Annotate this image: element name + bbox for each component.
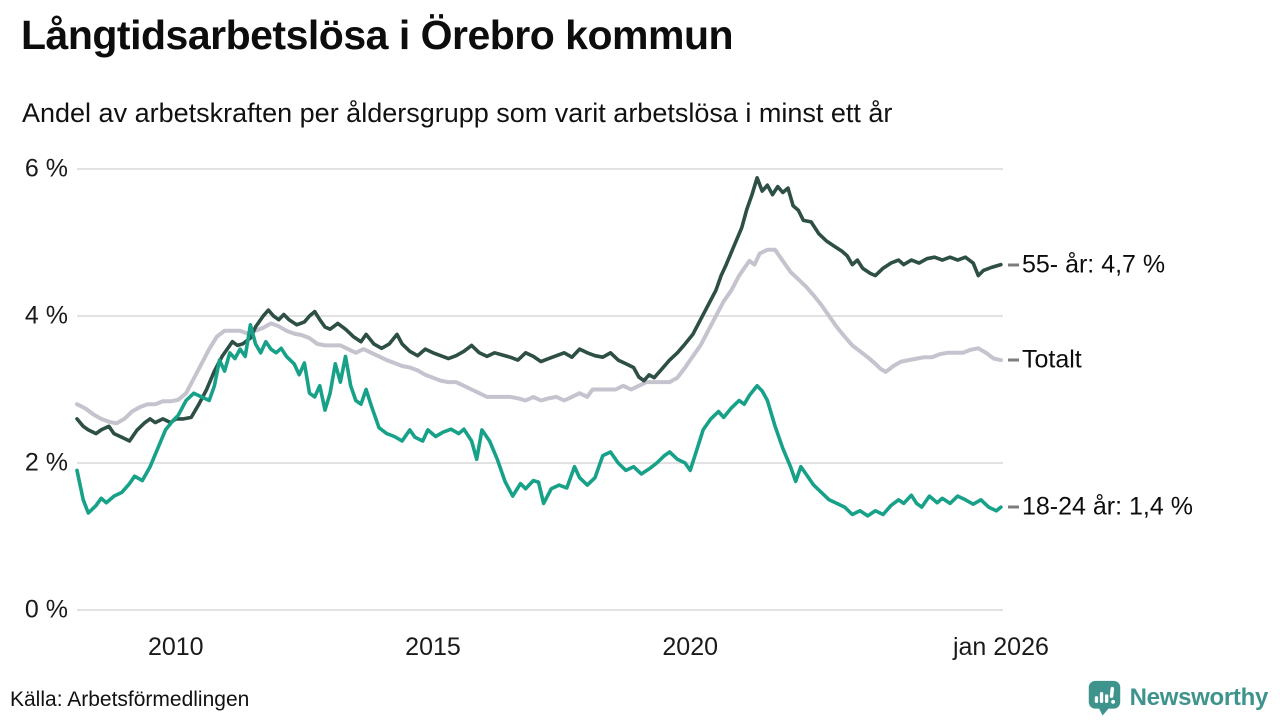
y-tick-label: 0 % <box>24 595 68 624</box>
series-end-label-text: Totalt <box>1022 345 1082 374</box>
page-title: Långtidsarbetslösa i Örebro kommun <box>21 12 734 58</box>
x-tick-label: 2015 <box>405 633 461 661</box>
gridlines <box>77 168 1003 611</box>
series-end-label-18-24-r: 18-24 år: 1,4 % <box>1008 493 1193 522</box>
y-tick-label: 6 % <box>24 154 68 183</box>
leader-dash <box>1008 505 1019 509</box>
source-note: Källa: Arbetsförmedlingen <box>10 688 250 711</box>
series-end-label-totalt: Totalt <box>1008 346 1082 375</box>
chart-subtitle: Andel av arbetskraften per åldersgrupp s… <box>22 98 893 128</box>
series-end-label-text: 18-24 år: 1,4 % <box>1022 492 1193 521</box>
series-end-label-text: 55- år: 4,7 % <box>1022 250 1166 279</box>
series-line-55-r <box>75 176 1003 443</box>
x-tick-label: 2020 <box>662 633 719 661</box>
series-end-label-55-r: 55- år: 4,7 % <box>1008 250 1165 279</box>
y-tick-label: 4 % <box>24 301 68 330</box>
newsworthy-brand: Newsworthy <box>1086 679 1268 716</box>
y-tick-label: 2 % <box>24 448 68 477</box>
series-lines <box>75 176 1003 518</box>
series-line-18-24-r <box>75 322 1003 518</box>
leader-dash <box>1008 358 1019 362</box>
newsworthy-logo-icon <box>1088 680 1120 716</box>
newsworthy-wordmark: Newsworthy <box>1129 683 1269 711</box>
leader-dash <box>1008 263 1019 267</box>
series-line-totalt <box>75 247 1003 426</box>
x-tick-label: jan 2026 <box>952 633 1049 661</box>
x-tick-label: 2010 <box>147 633 204 661</box>
